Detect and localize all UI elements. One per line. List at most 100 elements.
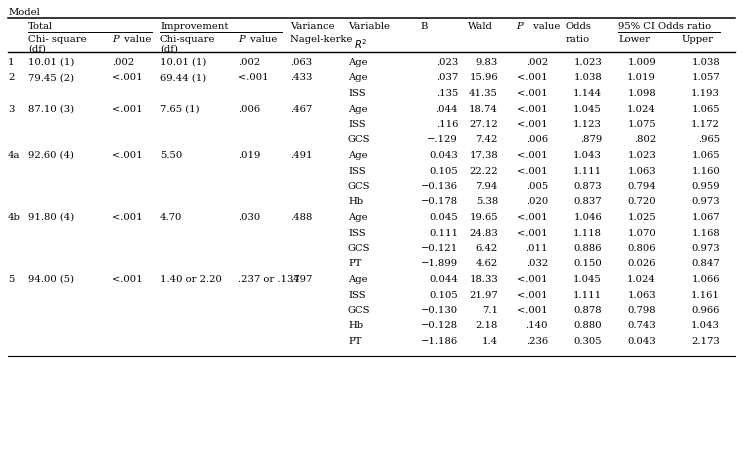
Text: 0.720: 0.720 — [627, 197, 656, 207]
Text: 5.38: 5.38 — [476, 197, 498, 207]
Text: 1.193: 1.193 — [691, 89, 720, 98]
Text: 1.038: 1.038 — [574, 73, 602, 82]
Text: 1.065: 1.065 — [692, 151, 720, 160]
Text: 1: 1 — [8, 58, 15, 67]
Text: 1.038: 1.038 — [691, 58, 720, 67]
Text: 9.83: 9.83 — [476, 58, 498, 67]
Text: 24.83: 24.83 — [470, 229, 498, 238]
Text: 1.118: 1.118 — [573, 229, 602, 238]
Text: ISS: ISS — [348, 290, 366, 300]
Text: 6.42: 6.42 — [476, 244, 498, 253]
Text: value: value — [121, 35, 152, 44]
Text: 0.743: 0.743 — [627, 322, 656, 331]
Text: .491: .491 — [290, 151, 313, 160]
Text: .140: .140 — [525, 322, 548, 331]
Text: <.001: <.001 — [517, 89, 548, 98]
Text: 0.837: 0.837 — [574, 197, 602, 207]
Text: 5: 5 — [8, 275, 14, 284]
Text: .879: .879 — [580, 136, 602, 145]
Text: 0.973: 0.973 — [692, 244, 720, 253]
Text: 1.043: 1.043 — [691, 322, 720, 331]
Text: B: B — [420, 22, 427, 31]
Text: 1.025: 1.025 — [627, 213, 656, 222]
Text: 95% CI Odds ratio: 95% CI Odds ratio — [618, 22, 711, 31]
Text: 22.22: 22.22 — [470, 167, 498, 175]
Text: 1.019: 1.019 — [627, 73, 656, 82]
Text: .002: .002 — [526, 58, 548, 67]
Text: PT: PT — [348, 337, 362, 346]
Text: 79.45 (2): 79.45 (2) — [28, 73, 74, 82]
Text: .011: .011 — [525, 244, 548, 253]
Text: 0.026: 0.026 — [628, 260, 656, 268]
Text: Age: Age — [348, 104, 368, 114]
Text: .237 or .137: .237 or .137 — [238, 275, 299, 284]
Text: 2.18: 2.18 — [476, 322, 498, 331]
Text: Upper: Upper — [682, 35, 714, 44]
Text: .802: .802 — [634, 136, 656, 145]
Text: 1.043: 1.043 — [573, 151, 602, 160]
Text: P: P — [112, 35, 119, 44]
Text: 0.973: 0.973 — [692, 197, 720, 207]
Text: Variance: Variance — [290, 22, 334, 31]
Text: Wald: Wald — [468, 22, 493, 31]
Text: P: P — [516, 22, 523, 31]
Text: 69.44 (1): 69.44 (1) — [160, 73, 207, 82]
Text: .497: .497 — [290, 275, 312, 284]
Text: 19.65: 19.65 — [470, 213, 498, 222]
Text: −0.128: −0.128 — [421, 322, 458, 331]
Text: .116: .116 — [435, 120, 458, 129]
Text: .005: .005 — [526, 182, 548, 191]
Text: .467: .467 — [290, 104, 312, 114]
Text: 1.111: 1.111 — [573, 290, 602, 300]
Text: (df): (df) — [28, 45, 46, 54]
Text: 5.50: 5.50 — [160, 151, 182, 160]
Text: 0.043: 0.043 — [429, 151, 458, 160]
Text: .020: .020 — [526, 197, 548, 207]
Text: <.001: <.001 — [517, 120, 548, 129]
Text: <.001: <.001 — [238, 73, 269, 82]
Text: Age: Age — [348, 275, 368, 284]
Text: 0.798: 0.798 — [627, 306, 656, 315]
Text: value: value — [247, 35, 277, 44]
Text: ISS: ISS — [348, 167, 366, 175]
Text: 18.74: 18.74 — [469, 104, 498, 114]
Text: ISS: ISS — [348, 120, 366, 129]
Text: <.001: <.001 — [112, 213, 143, 222]
Text: −0.130: −0.130 — [421, 306, 458, 315]
Text: 94.00 (5): 94.00 (5) — [28, 275, 74, 284]
Text: 87.10 (3): 87.10 (3) — [28, 104, 74, 114]
Text: (df): (df) — [160, 45, 178, 54]
Text: <.001: <.001 — [112, 275, 143, 284]
Text: 1.172: 1.172 — [691, 120, 720, 129]
Text: Age: Age — [348, 73, 368, 82]
Text: <.001: <.001 — [517, 213, 548, 222]
Text: <.001: <.001 — [517, 167, 548, 175]
Text: <.001: <.001 — [112, 73, 143, 82]
Text: 1.057: 1.057 — [691, 73, 720, 82]
Text: −0.136: −0.136 — [421, 182, 458, 191]
Text: 4.62: 4.62 — [476, 260, 498, 268]
Text: 0.873: 0.873 — [574, 182, 602, 191]
Text: 1.070: 1.070 — [627, 229, 656, 238]
Text: <.001: <.001 — [517, 73, 548, 82]
Text: Model: Model — [8, 8, 39, 17]
Text: 0.959: 0.959 — [692, 182, 720, 191]
Text: 1.023: 1.023 — [574, 58, 602, 67]
Text: 41.35: 41.35 — [469, 89, 498, 98]
Text: 10.01 (1): 10.01 (1) — [28, 58, 74, 67]
Text: Total: Total — [28, 22, 53, 31]
Text: 0.878: 0.878 — [574, 306, 602, 315]
Text: −.129: −.129 — [427, 136, 458, 145]
Text: −1.899: −1.899 — [421, 260, 458, 268]
Text: Age: Age — [348, 58, 368, 67]
Text: 0.886: 0.886 — [574, 244, 602, 253]
Text: 1.063: 1.063 — [627, 290, 656, 300]
Text: Improvement: Improvement — [160, 22, 228, 31]
Text: GCS: GCS — [348, 306, 371, 315]
Text: .002: .002 — [238, 58, 260, 67]
Text: Chi- square: Chi- square — [28, 35, 87, 44]
Text: 1.067: 1.067 — [692, 213, 720, 222]
Text: 1.4: 1.4 — [482, 337, 498, 346]
Text: <.001: <.001 — [517, 229, 548, 238]
Text: .023: .023 — [435, 58, 458, 67]
